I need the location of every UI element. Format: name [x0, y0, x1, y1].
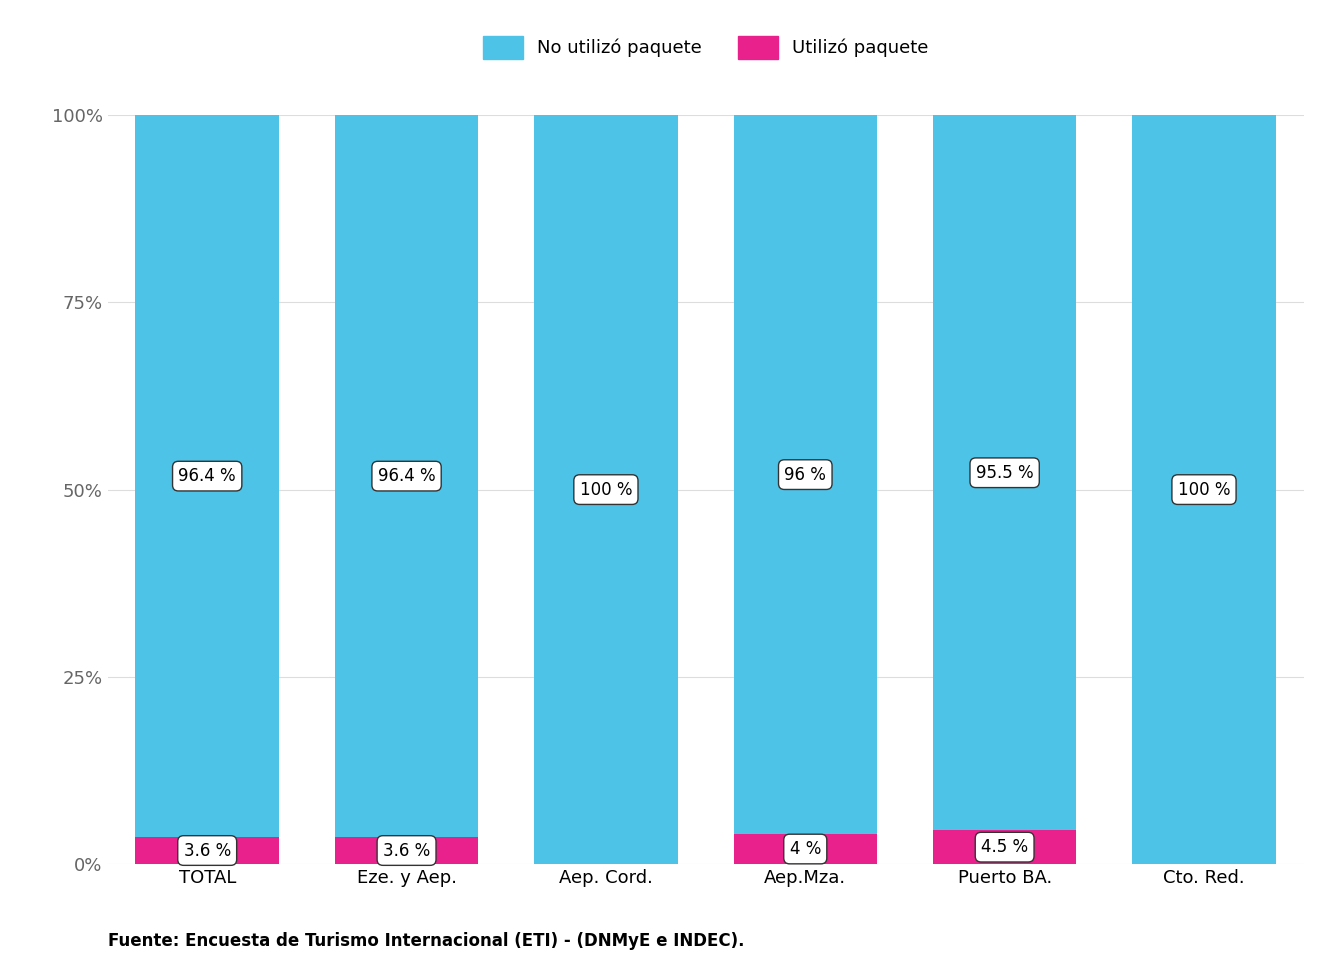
Legend: No utilizó paquete, Utilizó paquete: No utilizó paquete, Utilizó paquete [474, 27, 937, 68]
Bar [734, 834, 878, 864]
Text: 4 %: 4 % [789, 840, 821, 858]
Text: 3.6 %: 3.6 % [383, 842, 430, 859]
Bar [933, 830, 1077, 864]
Bar [335, 837, 478, 864]
Bar [136, 837, 280, 864]
Bar [335, 115, 478, 837]
Text: 100 %: 100 % [579, 481, 632, 498]
Bar [734, 115, 878, 834]
Text: 96 %: 96 % [785, 466, 827, 484]
Text: 4.5 %: 4.5 % [981, 838, 1028, 856]
Text: 100 %: 100 % [1177, 481, 1230, 498]
Bar [534, 115, 677, 864]
Bar [933, 115, 1077, 830]
Text: Fuente: Encuesta de Turismo Internacional (ETI) - (DNMyE e INDEC).: Fuente: Encuesta de Turismo Internaciona… [108, 932, 745, 950]
Bar [136, 115, 280, 837]
Text: 96.4 %: 96.4 % [378, 468, 435, 485]
Bar [1132, 115, 1275, 864]
Text: 3.6 %: 3.6 % [184, 842, 231, 859]
Text: 95.5 %: 95.5 % [976, 464, 1034, 482]
Text: 96.4 %: 96.4 % [179, 468, 237, 485]
